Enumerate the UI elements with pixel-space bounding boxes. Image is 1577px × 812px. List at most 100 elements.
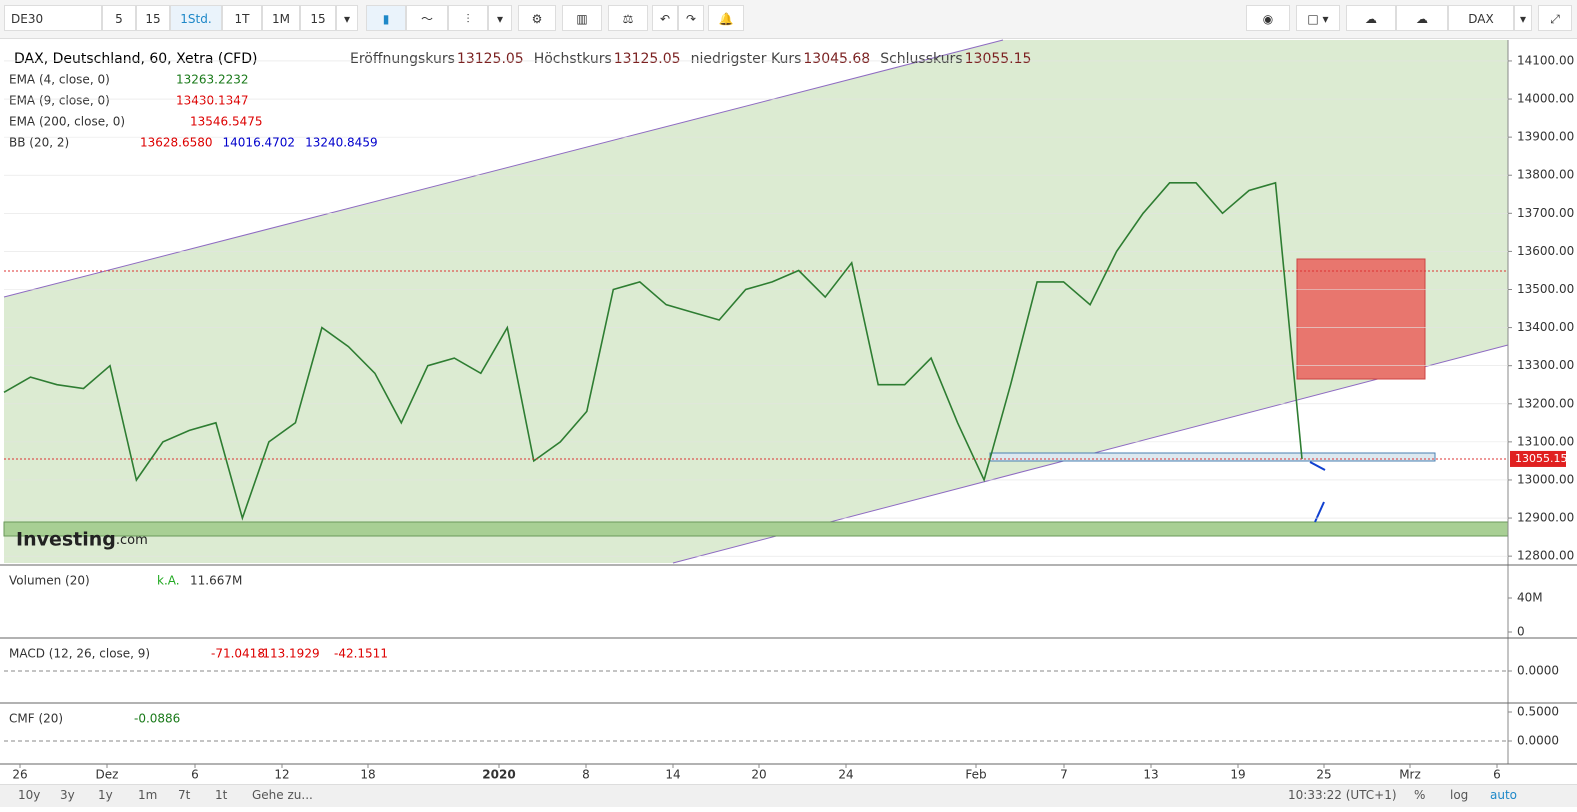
y-tick-label: 13100.00 bbox=[1517, 434, 1574, 448]
range-button[interactable]: 7t bbox=[178, 788, 191, 802]
indicator-button[interactable]: ▥ bbox=[562, 5, 602, 31]
last-price-label: 13055.15 bbox=[1515, 452, 1568, 465]
load-button[interactable]: ☁ bbox=[1346, 5, 1396, 31]
last-price-box bbox=[1510, 450, 1566, 467]
indicator-value: 13240.8459 bbox=[305, 136, 378, 150]
y-tick-label: 13200.00 bbox=[1517, 396, 1574, 410]
x-tick-label: 6 bbox=[191, 768, 199, 782]
x-tick-label: 2020 bbox=[482, 768, 515, 782]
x-tick-label: Feb bbox=[965, 768, 986, 782]
bar-button[interactable]: ⫶ bbox=[448, 5, 488, 31]
y-tick-label: 13600.00 bbox=[1517, 244, 1574, 258]
y-tick-label: 12800.00 bbox=[1517, 549, 1574, 563]
panel-value: -42.1511 bbox=[334, 647, 388, 661]
interval-button[interactable]: 1T bbox=[222, 5, 262, 31]
y-tick-label: 13300.00 bbox=[1517, 358, 1574, 372]
y-tick-label: 13700.00 bbox=[1517, 206, 1574, 220]
option-button[interactable]: log bbox=[1450, 788, 1469, 802]
panel-value: -113.1929 bbox=[258, 647, 320, 661]
range-button[interactable]: 1m bbox=[138, 788, 158, 802]
panel-tick-label: 0.0000 bbox=[1517, 734, 1559, 748]
red-box bbox=[1296, 258, 1426, 380]
x-tick-label: 12 bbox=[274, 768, 289, 782]
redo-button[interactable]: ↷ bbox=[678, 5, 704, 31]
range-button[interactable]: 10y bbox=[18, 788, 41, 802]
candle-button[interactable]: ▮ bbox=[366, 5, 406, 31]
y-tick-label: 14000.00 bbox=[1517, 92, 1574, 106]
symbol-right[interactable]: DAX bbox=[1448, 5, 1514, 31]
compare-button[interactable]: ⚖ bbox=[608, 5, 648, 31]
logo: Investing.com bbox=[16, 529, 148, 551]
undo-button[interactable]: ↶ bbox=[652, 5, 678, 31]
x-tick-label: 24 bbox=[838, 768, 853, 782]
x-tick-label: 26 bbox=[12, 768, 27, 782]
panel-tick-label: 0.5000 bbox=[1517, 705, 1559, 719]
indicator-name: EMA (4, close, 0) bbox=[9, 73, 110, 87]
range-button[interactable]: 1t bbox=[215, 788, 228, 802]
dropdown[interactable]: ▾ bbox=[1514, 5, 1532, 31]
fullscreen-button[interactable]: ⤢ bbox=[1538, 5, 1572, 31]
interval-button[interactable]: 15 bbox=[136, 5, 170, 31]
channel-line bbox=[3, 39, 1004, 298]
y-tick-label: 13800.00 bbox=[1517, 168, 1574, 182]
arrow bbox=[1309, 461, 1326, 471]
panel-tick-label: 0 bbox=[1517, 625, 1525, 639]
legend-field-value: 13125.05 bbox=[457, 51, 524, 67]
y-tick-label: 12900.00 bbox=[1517, 511, 1574, 525]
x-tick-label: 25 bbox=[1316, 768, 1331, 782]
symbol-input[interactable]: DE30 bbox=[4, 5, 102, 31]
panel-tick-label: 0.0000 bbox=[1517, 664, 1559, 678]
price-line bbox=[3, 181, 1303, 521]
panel-title: Volumen (20) bbox=[9, 574, 90, 588]
arrow bbox=[1314, 501, 1325, 523]
legend-field-value: 13055.15 bbox=[965, 51, 1032, 67]
layout-button[interactable]: □ ▾ bbox=[1296, 5, 1340, 31]
line-button[interactable]: 〜 bbox=[406, 5, 448, 31]
alert-button[interactable]: 🔔 bbox=[708, 5, 744, 31]
panel-title: CMF (20) bbox=[9, 712, 63, 726]
panel-value: -0.0886 bbox=[134, 712, 180, 726]
x-tick-label: 6 bbox=[1493, 768, 1501, 782]
x-tick-label: 7 bbox=[1060, 768, 1068, 782]
panel-value: k.A. bbox=[157, 574, 180, 588]
legend-field-label: Höchstkurs bbox=[534, 51, 612, 67]
x-tick-label: 18 bbox=[360, 768, 375, 782]
y-tick-label: 13500.00 bbox=[1517, 282, 1574, 296]
indicator-value: 14016.4702 bbox=[223, 136, 296, 150]
legend-field-label: Eröffnungskurs bbox=[350, 51, 455, 67]
option-button[interactable]: % bbox=[1414, 788, 1426, 802]
bottom-bar: 10y 3y 1y 1m 7t 1t Gehe zu... 10:33:22 (… bbox=[0, 784, 1577, 807]
blue-box bbox=[989, 452, 1436, 462]
dropdown[interactable]: ▾ bbox=[336, 5, 358, 31]
dropdown[interactable]: ▾ bbox=[488, 5, 512, 31]
y-tick-label: 13900.00 bbox=[1517, 130, 1574, 144]
indicator-name: EMA (9, close, 0) bbox=[9, 94, 110, 108]
indicator-name: BB (20, 2) bbox=[9, 136, 69, 150]
x-tick-label: Mrz bbox=[1399, 768, 1421, 782]
x-tick-label: 19 bbox=[1230, 768, 1245, 782]
interval-button[interactable]: 1M bbox=[262, 5, 300, 31]
x-tick-label: 8 bbox=[582, 768, 590, 782]
interval-button[interactable]: 1Std. bbox=[170, 5, 222, 31]
green-band bbox=[3, 521, 1509, 537]
legend-field-value: 13045.68 bbox=[803, 51, 870, 67]
legend-field-value: 13125.05 bbox=[614, 51, 681, 67]
interval-button[interactable]: 15 bbox=[300, 5, 336, 31]
x-tick-label: 14 bbox=[665, 768, 680, 782]
range-button[interactable]: 3y bbox=[60, 788, 75, 802]
settings-button[interactable]: ⚙ bbox=[518, 5, 556, 31]
y-tick-label: 13000.00 bbox=[1517, 472, 1574, 486]
save-button[interactable]: ☁ bbox=[1396, 5, 1448, 31]
option-button[interactable]: auto bbox=[1490, 788, 1518, 802]
toolbar: DE30 5 15 1Std. 1T 1M 15 ▾ ▮ 〜 ⫶ ▾ ⚙ ▥ ⚖… bbox=[0, 0, 1577, 39]
legend-field-label: niedrigster Kurs bbox=[691, 51, 802, 67]
y-tick-label: 14100.00 bbox=[1517, 53, 1574, 67]
indicator-value: 13628.6580 bbox=[140, 136, 213, 150]
indicator-value: 13263.2232 bbox=[176, 73, 249, 87]
camera-button[interactable]: ◉ bbox=[1246, 5, 1290, 31]
interval-button[interactable]: 5 bbox=[102, 5, 136, 31]
range-button[interactable]: 1y bbox=[98, 788, 113, 802]
y-tick-label: 13400.00 bbox=[1517, 320, 1574, 334]
goto-button[interactable]: Gehe zu... bbox=[252, 788, 313, 802]
